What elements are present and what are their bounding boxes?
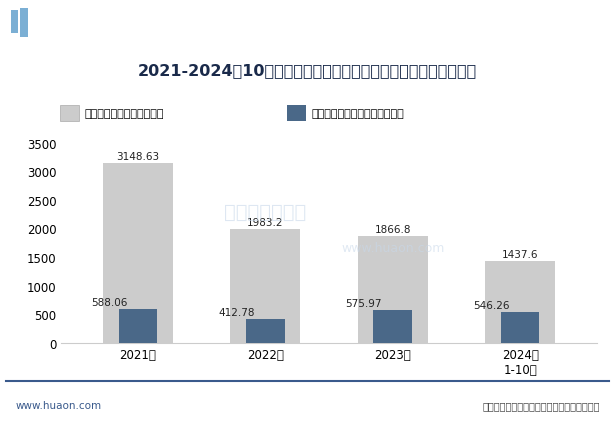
Bar bbox=[501, 312, 539, 343]
Text: 575.97: 575.97 bbox=[346, 298, 382, 308]
Text: 1983.2: 1983.2 bbox=[247, 218, 284, 228]
Bar bbox=[485, 261, 555, 343]
Text: 专业严谨 ● 客观科学: 专业严谨 ● 客观科学 bbox=[527, 17, 597, 27]
Text: 2021-2024年10月辽宁省房地产商品住宅及商品住宅现房销售面积: 2021-2024年10月辽宁省房地产商品住宅及商品住宅现房销售面积 bbox=[138, 63, 477, 78]
Bar bbox=[230, 230, 300, 343]
Text: 华经产业研究院: 华经产业研究院 bbox=[224, 203, 306, 222]
Text: 3148.63: 3148.63 bbox=[116, 152, 159, 161]
Bar bbox=[20, 9, 28, 38]
Text: 商品住宅销售面积（万㎡）: 商品住宅销售面积（万㎡） bbox=[84, 109, 164, 119]
Bar bbox=[287, 106, 306, 122]
Text: 546.26: 546.26 bbox=[473, 300, 509, 310]
Text: www.huaon.com: www.huaon.com bbox=[15, 400, 101, 410]
Bar bbox=[11, 11, 18, 34]
Bar bbox=[246, 320, 285, 343]
Text: 412.78: 412.78 bbox=[218, 308, 255, 317]
Bar bbox=[119, 309, 157, 343]
Text: 商品住宅现房销售面积（万㎡）: 商品住宅现房销售面积（万㎡） bbox=[312, 109, 405, 119]
Bar bbox=[60, 106, 79, 122]
Text: 华经情报网: 华经情报网 bbox=[36, 16, 81, 29]
Bar bbox=[358, 236, 428, 343]
Text: 1437.6: 1437.6 bbox=[502, 249, 538, 259]
Text: 数据来源：国家统计局，华经产业研究院整理: 数据来源：国家统计局，华经产业研究院整理 bbox=[482, 400, 600, 410]
Text: 1866.8: 1866.8 bbox=[375, 225, 411, 235]
Bar bbox=[373, 310, 412, 343]
Text: 588.06: 588.06 bbox=[91, 297, 127, 308]
Text: www.huaon.com: www.huaon.com bbox=[341, 242, 445, 254]
Bar bbox=[103, 164, 173, 343]
